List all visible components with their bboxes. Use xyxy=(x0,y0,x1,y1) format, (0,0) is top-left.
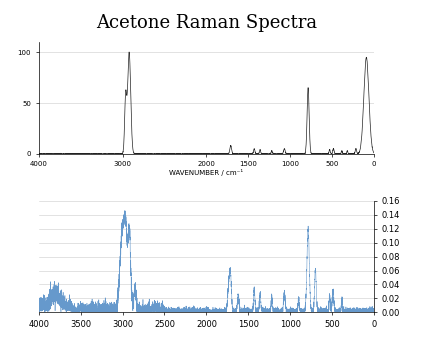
Text: Acetone Raman Spectra: Acetone Raman Spectra xyxy=(96,14,317,32)
X-axis label: WAVENUMBER / cm⁻¹: WAVENUMBER / cm⁻¹ xyxy=(169,169,243,176)
